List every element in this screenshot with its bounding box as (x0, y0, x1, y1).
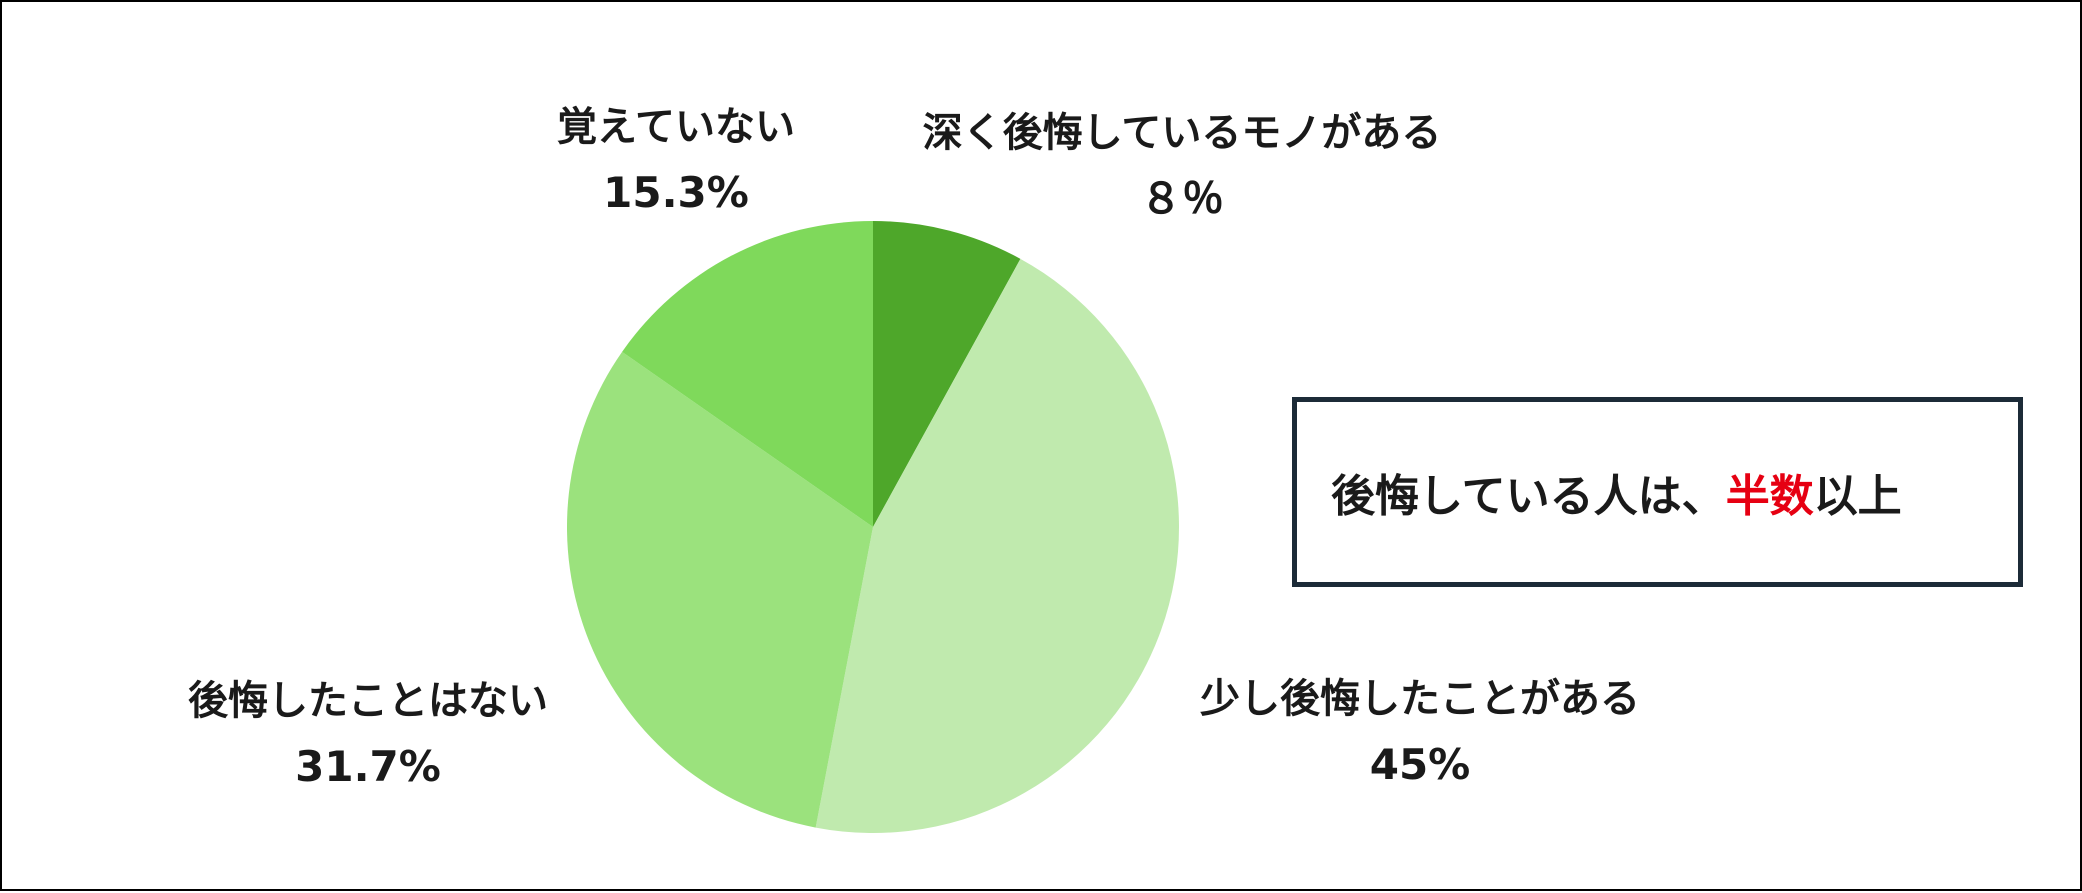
slice-label-deep-regret: 深く後悔しているモノがある ８％ (882, 100, 1482, 232)
slice-name: 後悔したことはない (188, 678, 548, 724)
callout-box: 後悔している人は、 半数 以上 (1292, 397, 2023, 587)
pie-slice-dont-remember (622, 221, 873, 527)
callout-text-before: 後悔している人は、 (1331, 471, 1726, 522)
callout-text-after: 以上 (1813, 471, 1902, 522)
slice-percent: 31.7% (295, 742, 441, 791)
slice-name: 少し後悔したことがある (1200, 676, 1640, 722)
slice-name: 覚えていない (557, 104, 795, 150)
pie-slice-no-regret (567, 351, 873, 828)
callout-highlight: 半数 (1725, 471, 1814, 522)
slice-label-no-regret: 後悔したことはない 31.7% (68, 668, 668, 800)
slice-label-some-regret: 少し後悔したことがある 45% (1120, 666, 1720, 798)
pie-slice-some-regret (815, 258, 1179, 833)
slice-percent: 45% (1369, 740, 1471, 789)
slice-percent: 15.3% (603, 168, 749, 217)
slice-label-dont-remember: 覚えていない 15.3% (476, 94, 876, 226)
slice-name: 深く後悔しているモノがある (922, 110, 1442, 156)
pie-slice-deep-regret (873, 221, 1021, 527)
slice-percent: ８％ (1139, 174, 1224, 223)
